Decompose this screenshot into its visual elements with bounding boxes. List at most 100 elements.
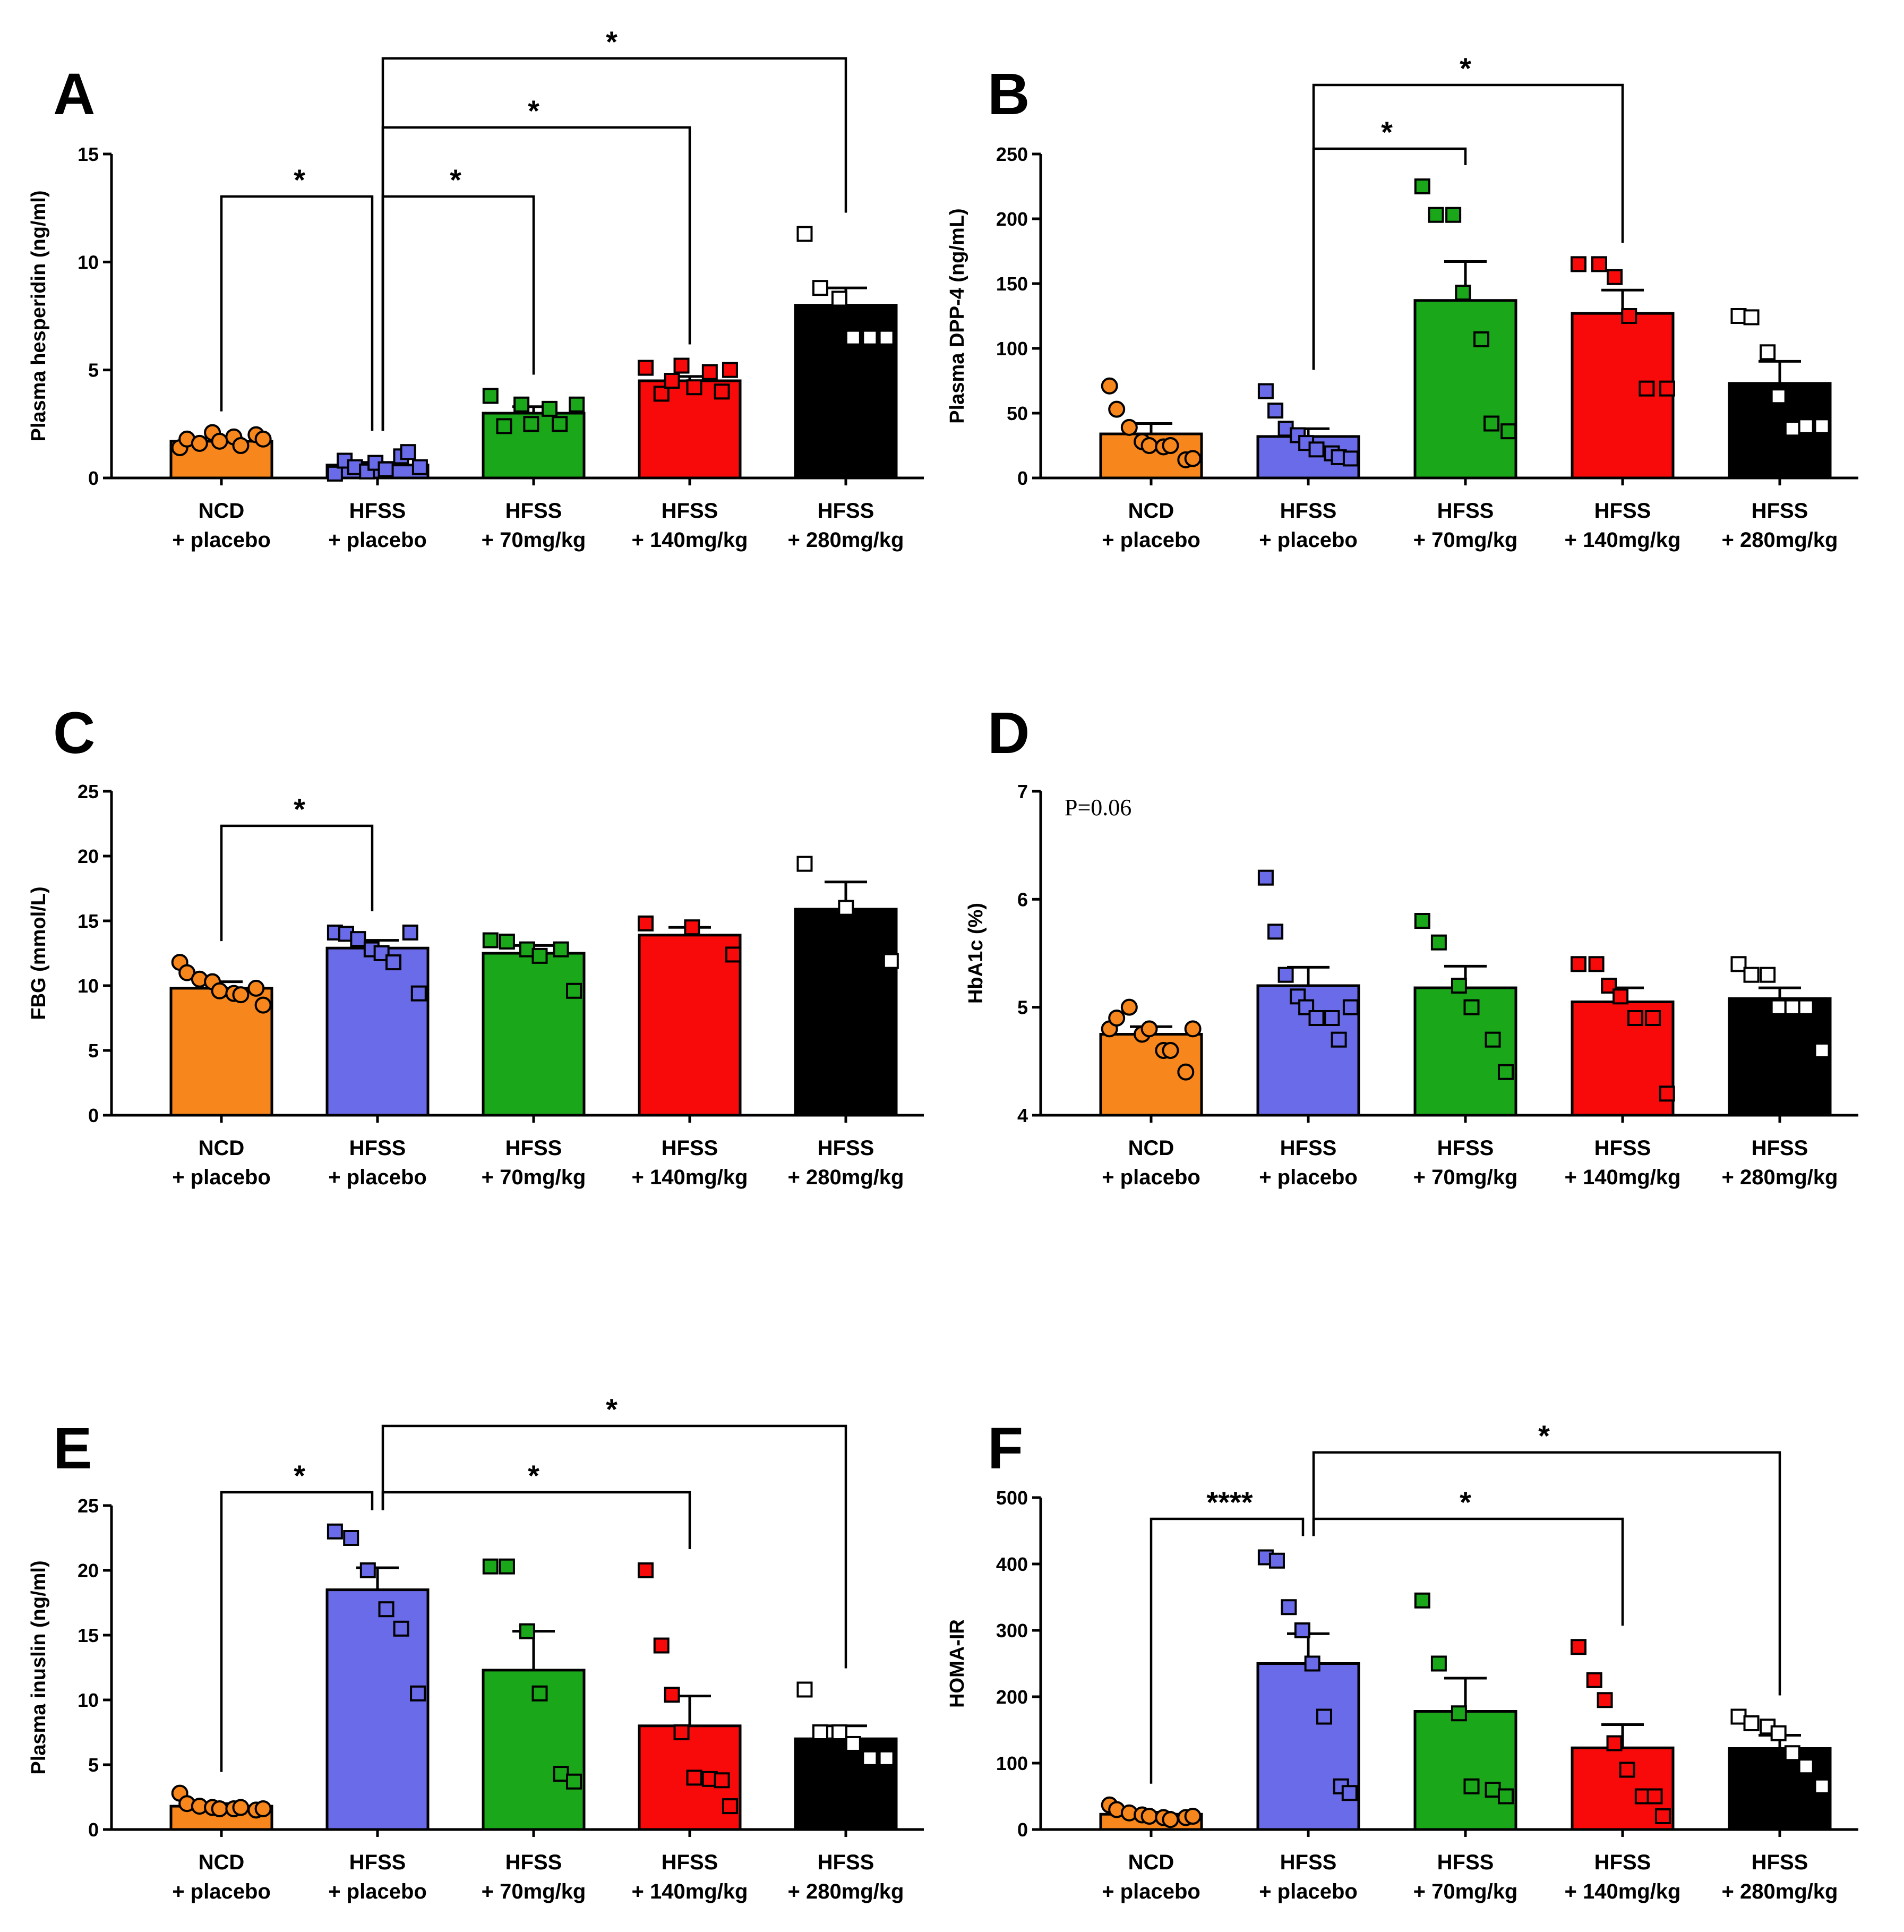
data-point xyxy=(1607,269,1623,285)
y-tick-label: 5 xyxy=(88,1040,99,1062)
x-tick-label: HFSS xyxy=(505,1136,562,1160)
data-point xyxy=(1316,1708,1332,1725)
data-point xyxy=(673,1724,690,1740)
panel-A: A 0 5 10 15 Plasma hesperidin (ng/ml) NCD + pla… xyxy=(28,25,924,552)
data-point xyxy=(1591,256,1607,272)
bar xyxy=(482,952,586,1117)
panel-letter: D xyxy=(988,700,1030,766)
data-point xyxy=(653,386,670,402)
x-tick-label: + 140mg/kg xyxy=(631,528,748,552)
y-tick-label: 15 xyxy=(78,910,99,932)
significance-bracket xyxy=(381,1424,847,1669)
y-tick-label: 0 xyxy=(1017,467,1028,489)
significance-bracket xyxy=(381,1491,691,1549)
x-tick-label: HFSS xyxy=(662,1136,718,1160)
data-point xyxy=(1814,418,1830,434)
data-point xyxy=(482,932,499,948)
x-tick-label: HFSS xyxy=(349,1851,406,1874)
data-point xyxy=(1659,1085,1675,1102)
x-tick-label: + 70mg/kg xyxy=(1413,1166,1518,1189)
data-point xyxy=(1485,1031,1501,1048)
x-tick-label: NCD xyxy=(1128,1851,1174,1874)
data-point xyxy=(1451,978,1467,994)
significance-label: * xyxy=(528,94,539,127)
panel-D: D 4 5 6 7 HbA1c (%) NCD + placebo HFSS + placebo H… xyxy=(965,700,1858,1189)
x-tick-label: + placebo xyxy=(172,528,271,552)
data-point xyxy=(1120,998,1138,1016)
data-point xyxy=(1760,344,1776,361)
data-point xyxy=(1308,441,1325,458)
data-point xyxy=(1798,1758,1814,1775)
data-point xyxy=(831,1724,847,1740)
data-point xyxy=(496,418,512,434)
significance-label: * xyxy=(294,792,305,826)
x-tick-label: HFSS xyxy=(662,1851,718,1874)
x-tick-label: NCD xyxy=(199,1136,245,1160)
data-point xyxy=(1570,1639,1586,1655)
x-tick-label: HFSS xyxy=(349,499,406,523)
significance-label: * xyxy=(294,1459,305,1492)
data-point xyxy=(664,373,680,389)
x-tick-label: HFSS xyxy=(1752,1136,1808,1160)
data-point xyxy=(1108,400,1126,418)
data-point xyxy=(531,947,548,964)
x-tick-label: + 70mg/kg xyxy=(482,1166,586,1189)
x-tick-label: + 280mg/kg xyxy=(787,1166,904,1189)
significance-label: **** xyxy=(1206,1485,1253,1519)
y-tick-label: 15 xyxy=(78,143,99,165)
bar xyxy=(1571,1001,1675,1117)
significance-bracket xyxy=(1312,1517,1624,1626)
data-point xyxy=(684,919,700,936)
data-point xyxy=(838,900,854,916)
x-tick-label: + 140mg/kg xyxy=(631,1880,748,1903)
x-tick-label: + 140mg/kg xyxy=(1564,528,1680,552)
x-tick-label: HFSS xyxy=(1594,1136,1651,1160)
data-point xyxy=(701,364,718,380)
data-point xyxy=(878,1750,895,1766)
data-point xyxy=(637,915,654,931)
data-point xyxy=(1428,207,1444,223)
data-point xyxy=(1784,1745,1800,1762)
x-tick-label: + 140mg/kg xyxy=(1564,1880,1680,1903)
y-tick-label: 100 xyxy=(996,338,1028,360)
y-tick-label: 150 xyxy=(996,273,1028,295)
x-tick-label: HFSS xyxy=(1437,1136,1494,1160)
significance-bracket xyxy=(381,57,847,431)
data-point xyxy=(531,1685,548,1702)
x-tick-label: HFSS xyxy=(1594,1851,1651,1874)
data-point xyxy=(1184,1808,1202,1825)
x-tick-label: NCD xyxy=(199,1851,245,1874)
data-point xyxy=(1798,418,1814,434)
x-tick-label: HFSS xyxy=(662,499,718,523)
y-axis-label: Plasma hesperidin (ng/ml) xyxy=(28,191,50,442)
x-tick-label: + 280mg/kg xyxy=(1721,1166,1838,1189)
panel-C: C 0 5 10 15 20 25 FBG (mmol/L) NCD + placebo HFSS +… xyxy=(28,700,924,1189)
y-tick-label: 0 xyxy=(1017,1819,1028,1841)
y-tick-label: 15 xyxy=(78,1625,99,1646)
data-point xyxy=(410,1685,426,1702)
bar xyxy=(1571,312,1675,480)
y-axis-label: HOMA-IR xyxy=(946,1619,968,1708)
data-point xyxy=(1770,999,1787,1015)
data-point xyxy=(482,388,499,404)
data-point xyxy=(1770,388,1787,405)
data-point xyxy=(1184,1020,1202,1038)
data-point xyxy=(796,1681,813,1698)
y-tick-label: 100 xyxy=(996,1753,1028,1774)
y-tick-label: 500 xyxy=(996,1487,1028,1509)
x-tick-label: + 70mg/kg xyxy=(1413,1880,1518,1903)
data-point xyxy=(1140,437,1158,454)
data-point xyxy=(845,1736,861,1752)
data-point xyxy=(1500,423,1517,440)
x-tick-label: + 280mg/kg xyxy=(1721,1880,1838,1903)
data-point xyxy=(1281,1599,1297,1615)
data-point xyxy=(411,459,428,475)
data-point xyxy=(343,1530,359,1546)
data-point xyxy=(1621,308,1637,324)
data-point xyxy=(862,329,878,346)
x-tick-label: HFSS xyxy=(505,1851,562,1874)
data-point xyxy=(1627,1010,1643,1026)
data-point xyxy=(1588,956,1605,972)
data-point xyxy=(211,982,228,999)
data-point xyxy=(845,329,861,346)
